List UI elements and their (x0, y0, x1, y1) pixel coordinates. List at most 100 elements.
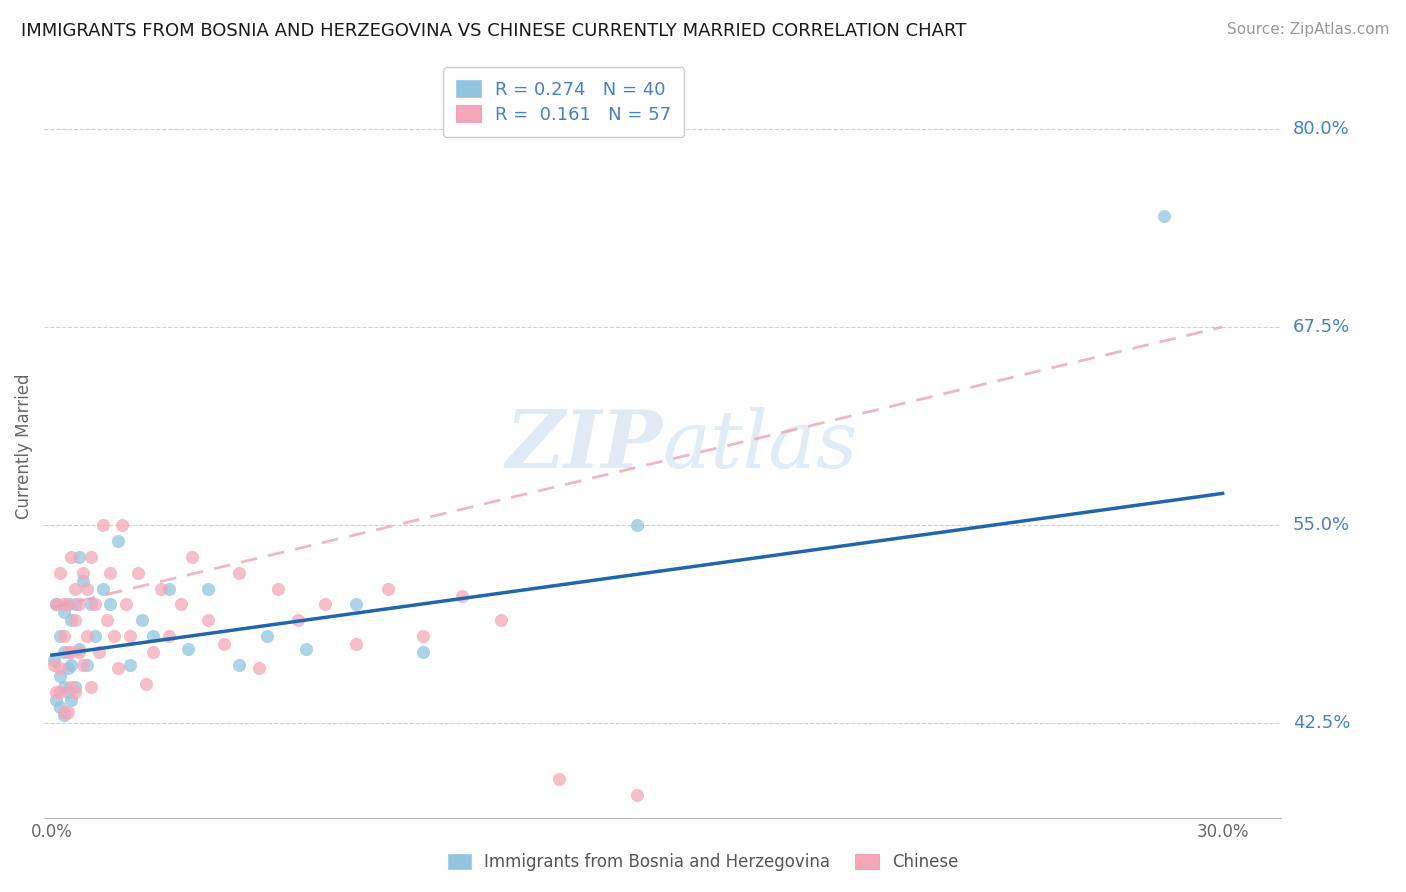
Point (76, 629, 98, 643)
Point (48, 629, 70, 643)
Text: Source: ZipAtlas.com: Source: ZipAtlas.com (1226, 22, 1389, 37)
Point (135, 676, 157, 690)
Point (96, 613, 118, 627)
Legend: R = 0.274   N = 40, R =  0.161   N = 57: R = 0.274 N = 40, R = 0.161 N = 57 (443, 68, 685, 136)
Text: 80.0%: 80.0% (1294, 120, 1350, 137)
Point (52, 598, 75, 612)
Point (52, 645, 75, 659)
Point (256, 629, 278, 643)
Point (52, 708, 75, 723)
Point (60, 613, 83, 627)
Point (76, 582, 98, 596)
Point (67, 549, 90, 564)
Point (45, 598, 67, 612)
Point (80, 549, 103, 564)
Point (52, 605, 75, 619)
Point (115, 598, 138, 612)
Point (83, 629, 105, 643)
Point (170, 598, 193, 612)
Legend: Immigrants from Bosnia and Herzegovina, Chinese: Immigrants from Bosnia and Herzegovina, … (439, 845, 967, 880)
Point (377, 582, 399, 596)
Point (56, 705, 79, 719)
Point (142, 645, 165, 659)
Point (65, 680, 87, 694)
Point (103, 629, 125, 643)
Point (67, 598, 90, 612)
Point (100, 598, 122, 612)
Point (45, 684, 67, 698)
Point (52, 629, 75, 643)
Point (111, 518, 134, 533)
Point (344, 637, 367, 651)
Point (548, 772, 571, 786)
Point (60, 645, 83, 659)
Text: ZIP: ZIP (506, 407, 662, 484)
Point (1153, 209, 1175, 223)
Point (131, 613, 153, 627)
Point (45, 692, 67, 706)
Point (314, 598, 336, 612)
Point (56, 661, 79, 675)
Point (412, 629, 434, 643)
Text: 55.0%: 55.0% (1294, 516, 1350, 534)
Point (228, 657, 250, 672)
Point (48, 684, 70, 698)
Point (76, 657, 98, 672)
Point (118, 629, 141, 643)
Point (118, 657, 141, 672)
Point (48, 566, 70, 580)
Point (65, 598, 87, 612)
Point (52, 680, 75, 694)
Point (60, 692, 83, 706)
Point (48, 700, 70, 714)
Point (91, 518, 114, 533)
Text: 42.5%: 42.5% (1294, 714, 1350, 732)
Point (67, 645, 90, 659)
Point (150, 582, 173, 596)
Text: 67.5%: 67.5% (1294, 318, 1350, 336)
Point (197, 582, 219, 596)
Point (157, 629, 180, 643)
Point (177, 641, 200, 656)
Point (489, 613, 512, 627)
Point (127, 566, 149, 580)
Point (48, 661, 70, 675)
Point (287, 613, 309, 627)
Point (72, 657, 94, 672)
Point (60, 680, 83, 694)
Point (100, 566, 122, 580)
Point (450, 590, 472, 604)
Point (56, 645, 79, 659)
Point (65, 613, 87, 627)
Point (142, 629, 165, 643)
Point (60, 549, 83, 564)
Text: atlas: atlas (662, 407, 858, 484)
Point (247, 661, 270, 675)
Point (412, 645, 434, 659)
Point (65, 582, 87, 596)
Point (42, 653, 65, 667)
Point (56, 598, 79, 612)
Point (65, 684, 87, 698)
Point (267, 582, 290, 596)
Point (72, 566, 94, 580)
Point (344, 598, 367, 612)
Point (56, 684, 79, 698)
Point (45, 598, 67, 612)
Point (72, 574, 94, 588)
Point (48, 669, 70, 683)
Point (228, 566, 250, 580)
Point (91, 582, 114, 596)
Point (212, 637, 235, 651)
Point (60, 657, 83, 672)
Point (107, 533, 129, 548)
Point (56, 598, 79, 612)
Point (107, 661, 129, 675)
Point (52, 705, 75, 719)
Point (294, 641, 316, 656)
Point (42, 657, 65, 672)
Point (626, 788, 648, 802)
Point (181, 549, 204, 564)
Point (626, 518, 648, 533)
Point (157, 582, 180, 596)
